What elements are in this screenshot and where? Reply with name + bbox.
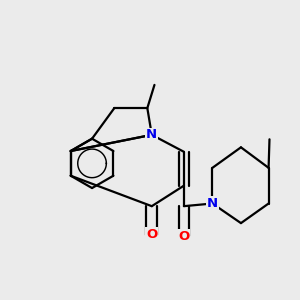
Text: N: N <box>146 128 157 141</box>
Text: O: O <box>146 228 158 241</box>
Text: N: N <box>207 197 218 210</box>
Text: O: O <box>178 230 190 243</box>
